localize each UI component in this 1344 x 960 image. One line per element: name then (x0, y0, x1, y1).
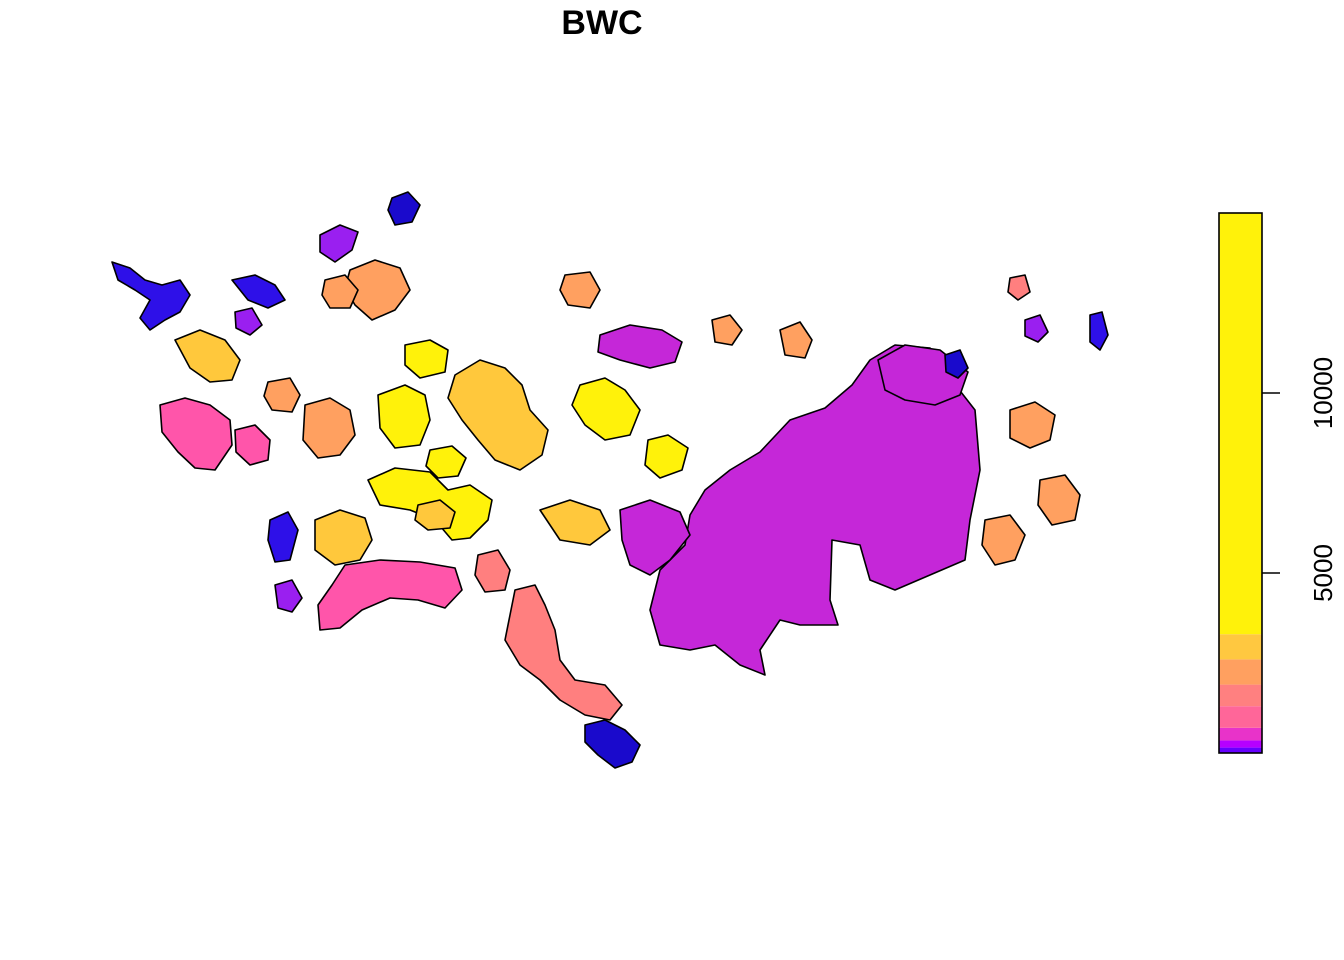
region-yellow-2 (377, 384, 431, 449)
legend-band (1219, 213, 1262, 635)
region-east-large (649, 344, 981, 676)
legend-colorbar: 5000 10000 (1218, 212, 1338, 754)
region-pink-3 (234, 424, 271, 466)
legend-band (1219, 634, 1262, 660)
legend-band (1219, 684, 1262, 707)
region-amber-5 (414, 499, 456, 531)
region-amber-2 (314, 509, 373, 566)
region-yellow-3 (404, 339, 449, 379)
region-yellow-5 (644, 434, 689, 479)
legend-band (1219, 659, 1262, 685)
legend-bands (1219, 213, 1262, 753)
region-blue-2 (584, 719, 641, 769)
region-orange-6 (981, 514, 1026, 566)
region-amber-4 (539, 499, 611, 546)
region-orange-7 (559, 271, 601, 309)
region-blue-6 (944, 349, 969, 379)
plot-title: BWC (561, 4, 643, 42)
region-blue-4 (387, 191, 421, 226)
region-violet-4 (1024, 314, 1049, 343)
legend-ticks: 5000 10000 (1262, 357, 1338, 602)
region-yellow-6 (425, 445, 467, 479)
legend-band (1219, 706, 1262, 728)
region-orange-8 (711, 314, 743, 346)
region-salmon-3 (1007, 274, 1031, 301)
region-violet-1 (319, 224, 359, 263)
legend-band (1219, 727, 1262, 741)
region-orange-4 (1009, 401, 1056, 449)
region-blue-5 (267, 511, 299, 563)
region-central-magenta (597, 324, 683, 369)
map-regions (111, 191, 1109, 769)
region-yellow-4 (571, 377, 641, 441)
legend-tick-label: 5000 (1308, 544, 1338, 602)
legend-band (1219, 740, 1262, 748)
legend-tick-label: 10000 (1308, 357, 1338, 429)
legend-band (1219, 747, 1262, 753)
region-orange-3 (321, 274, 359, 309)
region-orange-10 (779, 321, 813, 359)
region-salmon-2 (474, 549, 511, 593)
region-orange-9 (263, 377, 301, 413)
region-mid-magenta (619, 499, 691, 576)
region-blue-3 (231, 274, 286, 309)
region-amber-1 (447, 359, 549, 471)
region-orange-5 (1037, 474, 1081, 526)
region-orange-2 (302, 397, 356, 459)
region-blue-1 (111, 261, 191, 331)
legend-frame (1218, 212, 1263, 754)
region-amber-3 (174, 329, 241, 383)
region-pink-2 (317, 559, 463, 631)
region-salmon-1 (504, 584, 623, 721)
region-violet-2 (274, 579, 303, 613)
region-blue-7 (1089, 311, 1109, 351)
region-pink-1 (159, 397, 233, 471)
region-violet-3 (234, 307, 263, 336)
